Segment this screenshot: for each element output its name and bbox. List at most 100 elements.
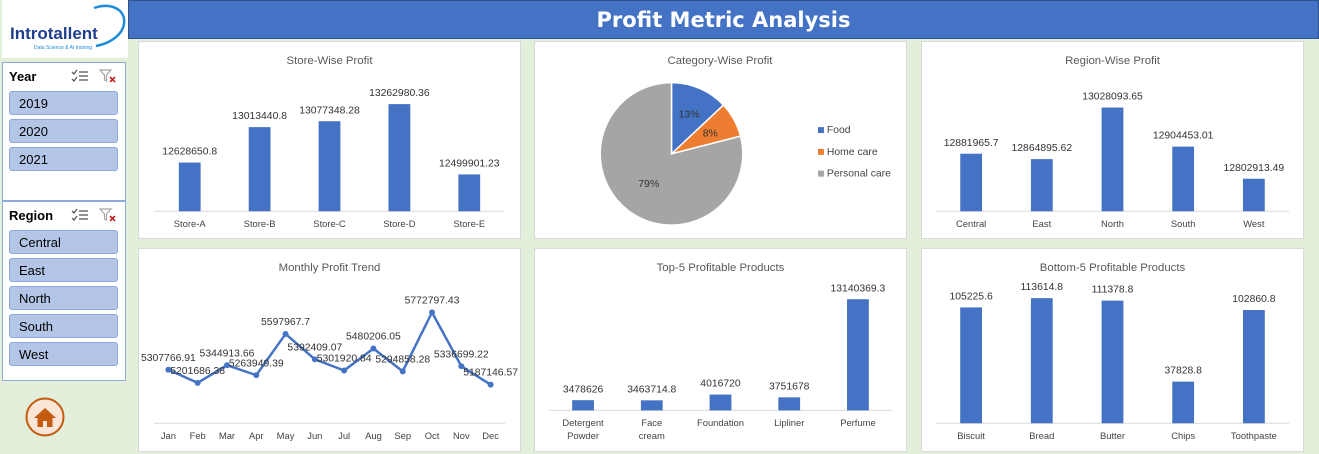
bar-biscuit (960, 307, 982, 424)
bar-chips (1172, 381, 1195, 424)
bar-store-d (388, 104, 411, 212)
data-label-store-d: 13262980.36 (369, 88, 430, 99)
store-wise-profit-chart: Store-Wise Profit 12628650.8 Store-A 130134… (138, 41, 521, 239)
legend-label-home-care: Home care (827, 147, 878, 158)
logo-wordmark: Introtallent (10, 24, 98, 43)
region-central-item[interactable]: Central (9, 230, 118, 254)
tick-label-oct: Oct (425, 430, 440, 441)
tick-label-jan: Jan (161, 430, 176, 441)
point-aug (370, 345, 377, 352)
region-south-item[interactable]: South (9, 314, 118, 338)
data-label-foundation: 4016720 (700, 379, 741, 390)
legend-label-food: Food (827, 125, 851, 136)
data-label-west: 12802913.49 (1224, 163, 1285, 174)
point-may (282, 330, 289, 337)
multi-select-icon[interactable] (69, 67, 91, 85)
data-label-store-e: 12499901.23 (439, 159, 500, 170)
tick-label-north: North (1101, 218, 1124, 229)
point-dec (487, 381, 494, 388)
tick-label-butter: Butter (1100, 430, 1125, 441)
slice-personal-care (599, 81, 744, 226)
bar-south (1172, 146, 1195, 212)
monthly-profit-trend-chart: Monthly Profit Trend 5307766.91 Jan 5201686… (138, 248, 521, 452)
bar-east (1030, 159, 1053, 212)
tick-label-store-e: Store-E (453, 218, 485, 229)
brand-logo: Introtallent Data Science & AI training (2, 0, 128, 58)
point-mar (224, 362, 230, 369)
data-label-north: 13028093.65 (1082, 92, 1143, 103)
data-label-lipliner: 3751678 (769, 381, 810, 392)
data-label-personal-care: 79% (638, 179, 659, 190)
point-jun (311, 356, 318, 363)
data-label-jul: 5301920.84 (317, 354, 372, 365)
data-label-chips: 37828.8 (1164, 366, 1202, 377)
point-jan (165, 366, 172, 373)
region-slicer: Region Central East North South West (2, 201, 126, 381)
point-nov (458, 363, 465, 370)
year-2019-item[interactable]: 2019 (9, 91, 118, 115)
logo-tagline: Data Science & AI training (34, 45, 92, 51)
series-line-profit (167, 311, 492, 386)
year-slicer-title: Year (9, 68, 37, 84)
data-label-bread: 113614.8 (1021, 282, 1064, 293)
bar-bread (1030, 298, 1053, 424)
data-label-perfume: 13140369.3 (831, 283, 886, 294)
point-sep (399, 368, 406, 375)
legend-swatch-home-care (818, 148, 824, 155)
bar-detergent-powder (572, 400, 594, 411)
data-label-may: 5597967.7 (261, 317, 310, 328)
data-label-store-b: 13013440.8 (232, 111, 287, 122)
tick-label-jul: Jul (338, 430, 350, 441)
legend-label-personal-care: Personal care (827, 169, 891, 180)
chart-title: Bottom-5 Profitable Products (1040, 262, 1186, 274)
data-label-feb: 5201686.38 (170, 366, 225, 377)
bar-store-b (248, 127, 271, 212)
tick-label-nov: Nov (453, 430, 470, 441)
tick-label-lipliner: Lipliner (774, 417, 804, 428)
tick-label-detergent-powder-0: Detergent (562, 417, 604, 428)
region-east-item[interactable]: East (9, 258, 118, 282)
data-label-nov: 5336699.22 (434, 349, 489, 360)
bar-store-a (178, 162, 201, 212)
data-label-face-cream: 3463714.8 (627, 384, 676, 395)
legend-swatch-personal-care (818, 170, 824, 177)
point-apr (253, 372, 260, 379)
dashboard-title-bar: Profit Metric Analysis (128, 0, 1319, 39)
tick-label-store-a: Store-A (174, 218, 207, 229)
region-west-item[interactable]: West (9, 342, 118, 366)
region-north-item[interactable]: North (9, 286, 118, 310)
chart-title: Store-Wise Profit (287, 55, 374, 67)
year-2021-item[interactable]: 2021 (9, 147, 118, 171)
tick-label-east: East (1032, 218, 1051, 229)
bar-butter (1101, 300, 1124, 424)
home-icon (25, 397, 65, 437)
tick-label-face-cream-1: cream (639, 430, 665, 441)
clear-filter-icon[interactable] (97, 67, 119, 85)
data-label-detergent-powder: 3478626 (563, 384, 604, 395)
home-button[interactable] (25, 397, 65, 437)
slice-food (670, 81, 725, 156)
tick-label-bread: Bread (1029, 430, 1054, 441)
data-label-aug: 5480206.05 (346, 332, 401, 343)
data-label-east: 12864895.62 (1012, 143, 1073, 154)
bar-west (1242, 178, 1265, 212)
tick-label-face-cream-0: Face (641, 417, 662, 428)
tick-label-store-c: Store-C (313, 218, 346, 229)
bar-store-e (458, 174, 481, 212)
point-feb (194, 379, 201, 386)
tick-label-foundation: Foundation (697, 417, 744, 428)
data-label-food: 13% (679, 109, 700, 120)
chart-title: Category-Wise Profit (668, 55, 774, 67)
data-label-butter: 111378.8 (1092, 285, 1134, 296)
tick-label-apr: Apr (249, 430, 264, 441)
year-2020-item[interactable]: 2020 (9, 119, 118, 143)
data-label-sep: 5294858.28 (375, 354, 430, 365)
chart-title: Monthly Profit Trend (279, 262, 381, 274)
chart-title: Top-5 Profitable Products (657, 262, 785, 274)
clear-filter-icon[interactable] (97, 206, 119, 224)
point-oct (429, 309, 435, 316)
bar-lipliner (778, 397, 801, 411)
multi-select-icon[interactable] (69, 206, 91, 224)
data-label-store-a: 12628650.8 (162, 147, 217, 158)
tick-label-chips: Chips (1171, 430, 1195, 441)
